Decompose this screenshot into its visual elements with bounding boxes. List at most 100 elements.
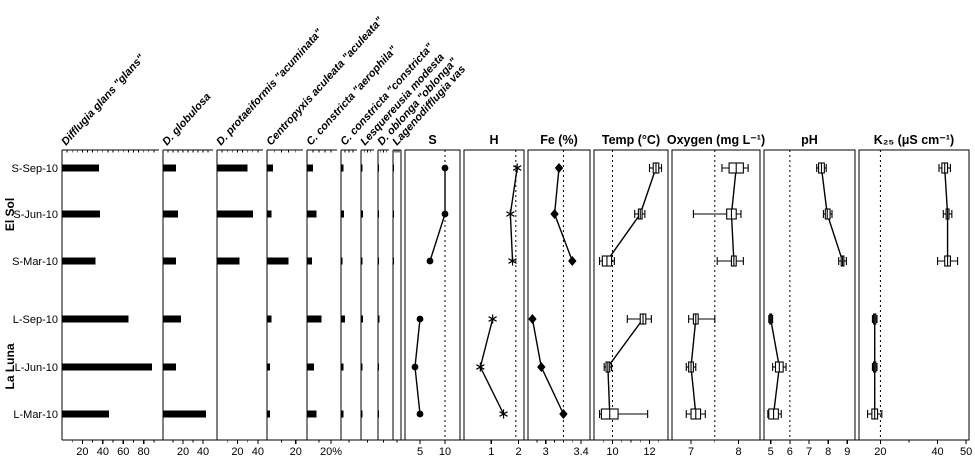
panel-title: Fe (%): [540, 133, 578, 147]
panel-title: Difflugia glans "glans": [59, 52, 147, 148]
abundance-bar: [393, 257, 394, 265]
panel-title: Temp (°C): [602, 133, 660, 147]
axis-tick-label: 20: [231, 446, 243, 458]
circle-marker: [411, 363, 419, 371]
circle-marker: [416, 410, 424, 418]
panel-frame: [671, 149, 761, 441]
abundance-bar: [341, 257, 343, 265]
panel-difflugia-glans-glans: 20 40 60 80: [61, 149, 159, 458]
abundance-bar: [341, 164, 344, 172]
circle-marker: [441, 164, 449, 172]
asterisk-marker: [488, 316, 497, 322]
series-line: [606, 167, 657, 262]
sample-label: S-Mar-10: [12, 256, 58, 268]
abundance-bar: [393, 210, 394, 218]
panel-title: S: [428, 133, 436, 147]
abundance-bar: [163, 363, 176, 371]
site-group-label: La Luna: [3, 343, 17, 389]
abundance-bar: [267, 363, 270, 371]
abundance-bar: [217, 257, 240, 265]
abundance-bar: [62, 410, 109, 418]
abundance-bar: [267, 164, 273, 172]
panel-conductivity: 20 40 50: [858, 149, 972, 458]
diamond-marker: [554, 163, 564, 173]
axis-tick-label: 20: [874, 446, 886, 458]
abundance-bar: [217, 210, 253, 218]
axis-tick-label: 20: [177, 446, 189, 458]
asterisk-marker: [499, 411, 508, 417]
panel-centropyxis-aculeata-aculeata: 20: [266, 149, 303, 458]
axis-tick-label: 6: [787, 446, 793, 458]
sample-label: S-Jun-10: [13, 209, 58, 221]
abundance-bar: [62, 164, 99, 172]
panel-title: pH: [801, 133, 818, 147]
diamond-marker: [559, 409, 568, 419]
abundance-bar: [361, 164, 363, 172]
asterisk-marker: [476, 364, 485, 370]
axis-tick-label: 8: [736, 446, 742, 458]
series-line: [531, 318, 565, 415]
axis-tick-label: 40: [197, 446, 209, 458]
circle-marker: [441, 210, 449, 218]
axis-tick-label: 60: [117, 446, 129, 458]
abundance-bar: [307, 164, 313, 172]
abundance-bar: [341, 315, 345, 323]
axis-tick-label: 40: [931, 446, 943, 458]
abundance-bar: [341, 210, 345, 218]
panel-lagenodifflugia-vas: [392, 149, 402, 443]
abundance-bar: [393, 164, 394, 172]
panel-iron-percent: 3 3.4: [527, 149, 591, 458]
abundance-bar: [378, 257, 380, 265]
abundance-bar: [62, 363, 152, 371]
abundance-bar: [62, 315, 129, 323]
diamond-marker: [568, 256, 577, 266]
abundance-bar: [307, 210, 317, 218]
abundance-bar: [267, 257, 289, 265]
panel-centropyxis-constricta-constricta: [340, 149, 357, 443]
axis-tick-label: 40: [97, 446, 109, 458]
abundance-bar: [341, 363, 344, 371]
panel-temperature: 10 12: [593, 149, 669, 458]
abundance-bar: [361, 257, 363, 265]
axis-tick-label: 5: [768, 446, 774, 458]
panel-frame: [593, 149, 669, 441]
site-group-label: El Sol: [3, 198, 17, 231]
panel-title: K₂₅ (μS cm⁻¹): [874, 133, 954, 147]
abundance-bar: [378, 410, 380, 418]
asterisk-marker: [512, 165, 522, 171]
series-line: [479, 318, 505, 415]
abundance-bar: [361, 363, 363, 371]
axis-tick-label: 5: [417, 446, 423, 458]
abundance-bar: [307, 363, 315, 371]
series-line: [607, 318, 644, 415]
panel-difflugia-protaeiformis-acuminata: 20 40: [216, 149, 264, 458]
axis-tick-label: 3.4: [573, 446, 588, 458]
abundance-bar: [163, 164, 176, 172]
panel-frame: [463, 149, 525, 441]
panel-frame: [527, 149, 591, 441]
diamond-marker: [550, 209, 559, 219]
asterisk-marker: [506, 211, 515, 217]
axis-tick-label: 20: [76, 446, 88, 458]
diamond-marker: [537, 362, 546, 372]
abundance-bar: [267, 315, 272, 323]
axis-tick-label: 8: [825, 446, 831, 458]
abundance-bar: [307, 315, 322, 323]
panel-frame: [404, 149, 461, 441]
axis-tick-label: 10: [606, 446, 618, 458]
abundance-bar: [163, 210, 178, 218]
abundance-bar: [341, 410, 344, 418]
abundance-bar: [361, 410, 363, 418]
axis-tick-label: 40: [252, 446, 264, 458]
abundance-bar: [217, 164, 248, 172]
axis-tick-label: 7: [688, 446, 694, 458]
axis-tick-label: 1: [488, 446, 494, 458]
axis-tick-label: 50: [960, 446, 972, 458]
abundance-bar: [307, 257, 312, 265]
abundance-bar: [307, 410, 317, 418]
abundance-bar: [267, 210, 272, 218]
panel-title: D. globulosa: [160, 91, 213, 148]
